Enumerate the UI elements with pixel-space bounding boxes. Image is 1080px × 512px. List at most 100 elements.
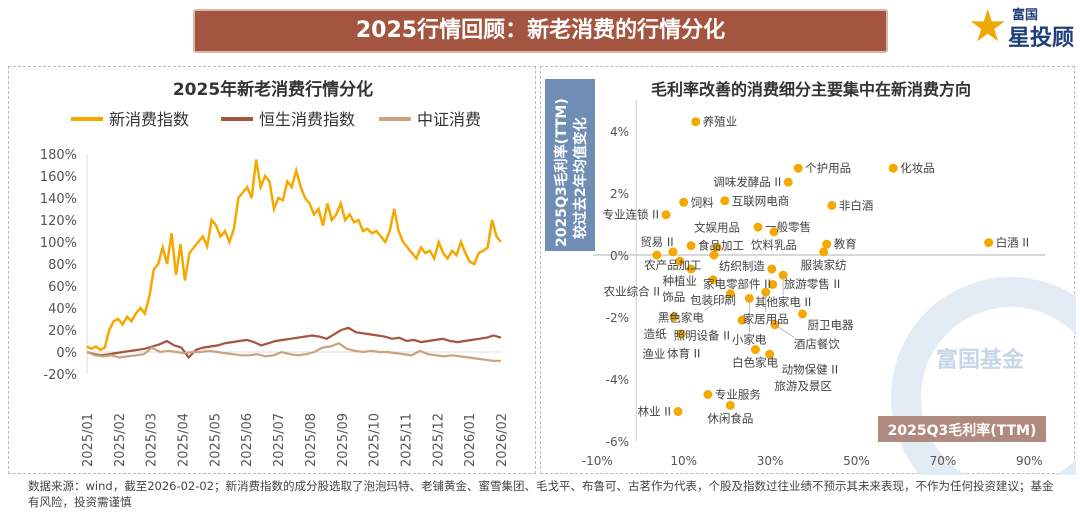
brand-logo: ★ 富国 星投顾: [960, 2, 1075, 58]
scatter-point: [709, 250, 719, 260]
x-tick-label: 90%: [1016, 454, 1043, 468]
y-tick-label: 60%: [48, 280, 77, 295]
x-tick-label: 70%: [930, 454, 957, 468]
scatter-point: [668, 247, 678, 257]
x-tick-label: 2025/08: [304, 413, 319, 467]
x-tick-label: 2025/12: [431, 413, 446, 467]
y-tick-label: 180%: [40, 148, 77, 163]
scatter-point: [720, 196, 730, 206]
point-label: 体育 II: [667, 346, 700, 360]
y-tick-label: -2%: [606, 311, 629, 325]
scatter-point: [703, 390, 713, 399]
scatter-point: [750, 345, 760, 355]
x-tick-label: 2025/05: [208, 413, 223, 467]
y-tick-label: 4%: [610, 125, 629, 139]
y-tick-label: -6%: [606, 435, 629, 449]
y-tick-label: 80%: [48, 258, 77, 273]
point-label: 种植业: [663, 274, 698, 288]
x-tick-label: 50%: [843, 454, 870, 468]
point-label: 纺织制造: [719, 259, 765, 273]
point-label: 饮料乳品: [751, 238, 797, 252]
point-label: 一般零售: [765, 220, 811, 234]
scatter-point: [783, 177, 793, 187]
scatter-point: [770, 320, 780, 330]
legend-label: 恒生消费指数: [259, 110, 355, 129]
scatter-point: [652, 250, 662, 260]
y-axis-title-line2: 较过去2年均值变化: [572, 117, 589, 239]
scatter-point: [725, 400, 735, 410]
point-label: 文娱用品: [694, 220, 740, 234]
scatter-point: [767, 264, 777, 274]
scatter-point: [753, 222, 763, 232]
scatter-point: [737, 315, 747, 325]
point-label: 非白酒: [839, 198, 874, 212]
x-tick-label: 2025/09: [336, 413, 351, 467]
scatter-point: [675, 256, 685, 266]
point-label: 服装家纺: [801, 258, 847, 272]
point-label: 化妆品: [900, 161, 935, 175]
scatter-point: [673, 407, 683, 417]
point-label: 专业连锁 II: [603, 208, 659, 222]
scatter-point: [725, 289, 735, 299]
watermark-text: 富国基金: [936, 347, 1025, 373]
x-tick-label: 2025/02: [113, 413, 128, 467]
y-axis-title-line1: 2025Q3毛利率(TTM): [553, 98, 570, 247]
y-tick-label: -20%: [43, 368, 77, 383]
x-tick-label: 2025/03: [145, 413, 160, 467]
x-axis-title: 2025Q3毛利率(TTM): [888, 422, 1037, 439]
x-tick-label: -10%: [582, 454, 613, 468]
y-tick-label: 160%: [40, 170, 77, 185]
scatter-point: [819, 247, 829, 257]
footnote: 数据来源：wind，截至2026-02-02；新消费指数的成分股选取了泡泡玛特、…: [28, 479, 1054, 509]
point-label: 农产品加工: [644, 258, 702, 272]
x-tick-label: 2025/04: [177, 413, 192, 467]
y-tick-label: -4%: [606, 373, 629, 387]
x-tick-label: 2026/02: [495, 413, 510, 467]
star-icon: ★: [968, 1, 1008, 52]
point-label: 教育: [834, 237, 857, 251]
y-tick-label: 0%: [56, 346, 77, 361]
scatter-point: [888, 163, 898, 173]
point-label: 旅游零售 II: [784, 277, 840, 291]
y-tick-label: 140%: [40, 192, 77, 207]
point-label: 林业 II: [638, 405, 671, 419]
y-tick-label: 20%: [48, 324, 77, 339]
x-axis-title-bg: [878, 416, 1046, 442]
scatter-point: [686, 241, 696, 251]
y-tick-label: 120%: [40, 214, 77, 229]
point-label: 黑色家电: [658, 310, 704, 324]
point-label: 家电零部件 II: [703, 277, 771, 291]
point-label: 饰品: [662, 290, 685, 304]
point-label: 照明设备 II: [674, 328, 730, 342]
point-label: 白酒 II: [996, 236, 1029, 250]
watermark-emblem: [891, 277, 1080, 512]
line-chart-panel: 2025年新老消费行情分化 新消费指数 恒生消费指数 中证消费 180% 160% 140%…: [8, 66, 536, 474]
scatter-point: [822, 239, 832, 249]
scatter-point: [708, 275, 718, 285]
scatter-point: [686, 264, 696, 274]
scatter-point: [768, 279, 778, 289]
point-label: 农业综合 II: [604, 285, 660, 299]
scatter-chart-panel: 富国基金 毛利率改善的消费细分主要集中在新消费方向 2025Q3毛利率(TTM) 较过…: [540, 66, 1080, 512]
point-label: 白色家电: [732, 356, 778, 370]
point-label: 旅游及景区: [774, 379, 832, 393]
leader-line: [774, 324, 795, 338]
y-tick-label: 40%: [48, 302, 77, 317]
point-label: 贸易 II: [640, 235, 673, 249]
x-tick-label: 2026/01: [463, 413, 478, 467]
point-label: 渔业: [642, 347, 665, 361]
legend-label: 新消费指数: [109, 110, 189, 129]
point-label: 互联网电商: [732, 194, 790, 208]
scatter-point: [793, 163, 803, 173]
legend-label: 中证消费: [417, 110, 481, 129]
x-tick-label: 2025/11: [399, 413, 414, 467]
chart-title: 毛利率改善的消费细分主要集中在新消费方向: [651, 80, 971, 99]
scatter-point: [661, 210, 671, 220]
scatter-point: [798, 309, 807, 319]
point-label: 调味发酵品 II: [713, 175, 781, 189]
point-label: 厨卫电器: [808, 318, 854, 332]
scatter-point: [676, 329, 686, 339]
y-axis-title-bg: [545, 79, 595, 251]
series-line: [86, 159, 502, 352]
scatter-point: [691, 117, 701, 127]
